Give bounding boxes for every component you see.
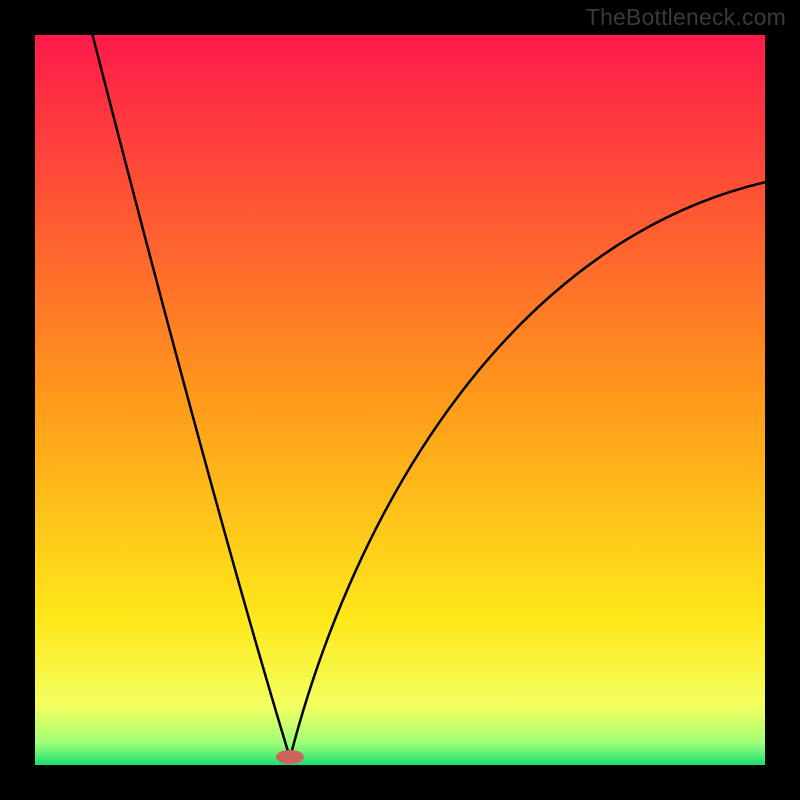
curve-path [90, 35, 765, 758]
chart-container: TheBottleneck.com [0, 0, 800, 800]
minimum-marker [276, 750, 304, 764]
plot-area [35, 35, 765, 765]
bottleneck-curve [35, 35, 765, 765]
watermark-text: TheBottleneck.com [586, 4, 786, 31]
